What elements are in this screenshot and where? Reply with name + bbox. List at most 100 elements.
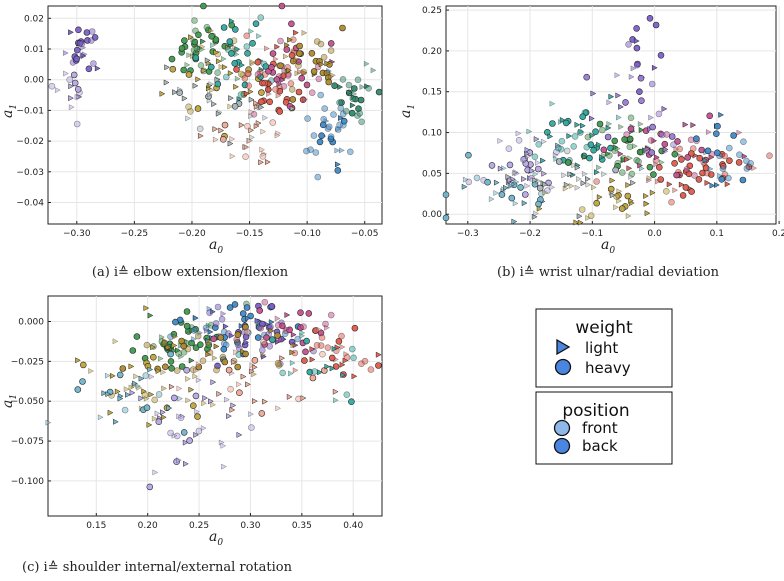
data-point-light bbox=[193, 367, 199, 374]
data-point-light bbox=[513, 178, 520, 186]
data-point-light bbox=[192, 373, 199, 380]
data-point-light bbox=[542, 189, 549, 196]
data-point-heavy bbox=[536, 184, 544, 192]
data-point-light bbox=[75, 357, 81, 364]
data-point-heavy bbox=[730, 132, 737, 139]
data-point-heavy bbox=[334, 167, 342, 174]
data-point-heavy bbox=[343, 391, 351, 399]
data-point-light bbox=[176, 413, 183, 420]
data-point-heavy bbox=[288, 20, 295, 28]
data-point-heavy bbox=[173, 367, 181, 374]
data-point-light bbox=[188, 357, 195, 364]
data-point-light bbox=[248, 127, 255, 134]
data-point-light bbox=[155, 367, 162, 375]
data-point-heavy bbox=[633, 25, 640, 32]
data-point-heavy bbox=[269, 336, 276, 343]
data-point-heavy bbox=[348, 398, 355, 406]
data-point-light bbox=[267, 81, 274, 88]
data-point-heavy bbox=[678, 156, 685, 163]
data-point-heavy bbox=[315, 75, 323, 83]
data-point-heavy bbox=[261, 298, 269, 306]
data-point-light bbox=[159, 90, 166, 97]
data-point-light bbox=[609, 192, 616, 199]
legend-weight-title: weight bbox=[575, 318, 633, 338]
data-point-heavy bbox=[367, 366, 375, 373]
data-point-heavy bbox=[317, 40, 325, 48]
data-point-heavy bbox=[598, 126, 606, 134]
legend-weight: weight light heavy bbox=[535, 308, 673, 388]
x-tick-label: 0.1 bbox=[710, 229, 724, 239]
legend-position-title: position bbox=[562, 401, 629, 421]
data-point-heavy bbox=[351, 324, 359, 332]
data-point-heavy bbox=[593, 178, 600, 185]
data-point-light bbox=[247, 88, 254, 95]
data-point-light bbox=[493, 189, 500, 197]
data-point-heavy bbox=[691, 172, 698, 179]
data-point-heavy bbox=[627, 114, 635, 122]
data-point-heavy bbox=[218, 315, 226, 323]
data-point-heavy bbox=[714, 122, 721, 130]
data-point-light bbox=[559, 116, 566, 124]
circle-icon bbox=[553, 419, 571, 437]
data-point-light bbox=[521, 175, 527, 183]
y-axis-label-a: a1 bbox=[0, 104, 19, 118]
data-point-light bbox=[300, 395, 307, 402]
data-point-heavy bbox=[739, 176, 747, 184]
data-point-heavy bbox=[688, 188, 695, 195]
data-point-light bbox=[244, 90, 250, 97]
data-point-light bbox=[505, 173, 512, 180]
data-point-heavy bbox=[325, 78, 333, 86]
data-point-light bbox=[234, 46, 241, 53]
data-point-light bbox=[268, 327, 275, 334]
data-point-heavy bbox=[671, 160, 678, 167]
data-point-heavy bbox=[625, 41, 632, 48]
data-point-light bbox=[617, 150, 624, 157]
data-point-heavy bbox=[618, 205, 626, 212]
data-point-light bbox=[335, 125, 342, 133]
data-point-heavy bbox=[637, 74, 645, 82]
data-point-heavy bbox=[735, 159, 743, 166]
data-point-heavy bbox=[274, 321, 282, 329]
data-point-heavy bbox=[80, 361, 87, 369]
data-point-heavy bbox=[167, 350, 174, 358]
data-point-light bbox=[327, 73, 334, 80]
data-point-heavy bbox=[146, 483, 154, 491]
data-point-heavy bbox=[244, 49, 251, 57]
data-point-light bbox=[609, 177, 616, 184]
data-point-heavy bbox=[740, 138, 747, 145]
data-point-light bbox=[290, 331, 297, 338]
data-point-light bbox=[646, 175, 653, 182]
data-point-light bbox=[292, 367, 299, 374]
data-point-light bbox=[143, 305, 150, 312]
data-point-light bbox=[240, 373, 247, 380]
data-point-light bbox=[661, 105, 668, 112]
x-tick-label: 0.15 bbox=[86, 521, 106, 531]
data-point-heavy bbox=[558, 137, 566, 145]
data-point-heavy bbox=[349, 95, 357, 102]
data-point-heavy bbox=[278, 2, 286, 10]
data-point-light bbox=[248, 113, 254, 120]
data-point-light bbox=[248, 108, 255, 116]
y-tick-label: −0.03 bbox=[16, 168, 44, 178]
data-point-light bbox=[533, 136, 540, 143]
data-point-light bbox=[184, 61, 191, 68]
data-point-light bbox=[536, 205, 543, 212]
y-axis-label-b: a1 bbox=[398, 104, 417, 118]
data-point-heavy bbox=[288, 86, 296, 93]
legend-item-back: back bbox=[582, 437, 618, 455]
data-point-light bbox=[577, 219, 584, 226]
data-point-light bbox=[581, 170, 588, 177]
data-point-heavy bbox=[88, 28, 96, 35]
data-point-heavy bbox=[74, 86, 82, 93]
data-point-heavy bbox=[324, 344, 332, 352]
data-point-heavy bbox=[212, 320, 220, 327]
data-point-heavy bbox=[549, 120, 556, 127]
data-point-heavy bbox=[506, 161, 514, 169]
data-point-heavy bbox=[684, 154, 692, 161]
data-point-light bbox=[524, 146, 531, 153]
y-tick-label: 0.20 bbox=[422, 47, 442, 57]
plot-frame-a bbox=[47, 5, 383, 225]
data-point-light bbox=[331, 345, 338, 352]
data-point-heavy bbox=[254, 334, 262, 341]
data-point-light bbox=[462, 176, 469, 183]
